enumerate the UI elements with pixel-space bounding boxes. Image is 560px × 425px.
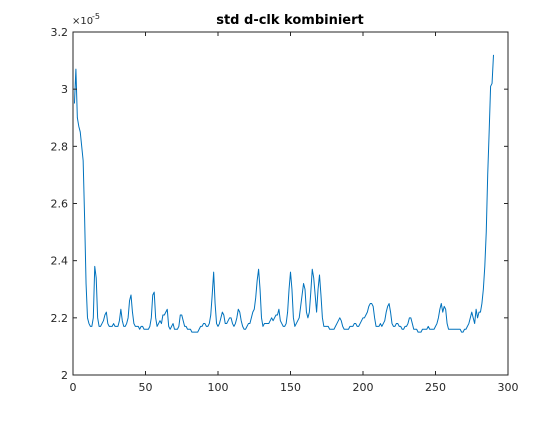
series-line-1 (73, 54, 494, 333)
y-tick-label: 2 (61, 369, 68, 382)
x-axis-ticks: 0 50 100 150 200 250 300 (70, 32, 519, 394)
series-layer (73, 54, 494, 333)
x-tick-label: 50 (139, 381, 153, 394)
x-tick-label: 300 (498, 381, 519, 394)
y-exponent-label: ×10 -5 (72, 12, 100, 27)
y-tick-label: 2.8 (51, 140, 69, 153)
y-exponent-power: -5 (92, 12, 100, 21)
chart-title: std d-clk kombiniert (216, 13, 364, 28)
y-tick-label: 2.6 (51, 198, 69, 211)
x-tick-label: 150 (280, 381, 301, 394)
x-tick-label: 0 (70, 381, 77, 394)
x-tick-label: 200 (353, 381, 374, 394)
plot-area (73, 32, 508, 375)
y-tick-label: 3.2 (51, 26, 69, 39)
x-tick-label: 100 (208, 381, 229, 394)
y-tick-label: 3 (61, 83, 68, 96)
y-exponent-base: ×10 (72, 16, 93, 27)
x-tick-label: 250 (425, 381, 446, 394)
y-tick-label: 2.2 (51, 312, 69, 325)
y-axis-ticks: 2 2.2 2.4 2.6 2.8 3 3.2 (51, 26, 508, 382)
y-tick-label: 2.4 (51, 255, 69, 268)
